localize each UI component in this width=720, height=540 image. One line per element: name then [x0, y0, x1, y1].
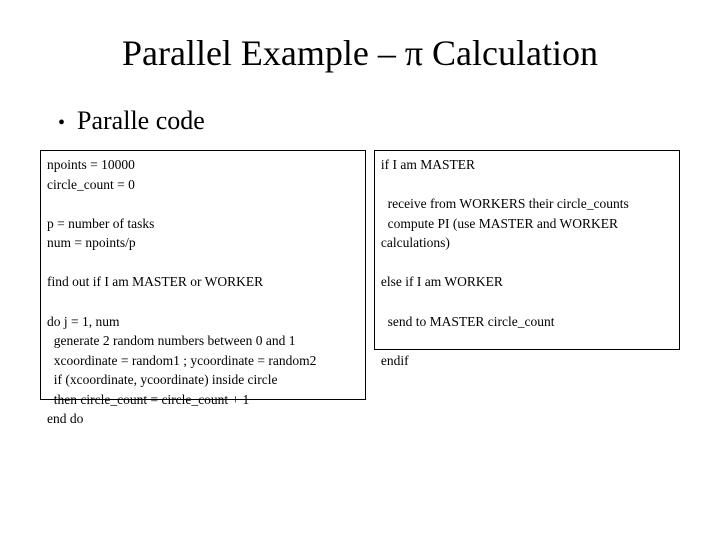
bullet-text: Paralle code [77, 106, 205, 136]
code-box-right: if I am MASTER receive from WORKERS thei… [374, 150, 680, 350]
slide-title: Parallel Example – π Calculation [40, 32, 680, 74]
slide: Parallel Example – π Calculation • Paral… [0, 0, 720, 540]
code-box-left: npoints = 10000 circle_count = 0 p = num… [40, 150, 366, 400]
bullet-item: • Paralle code [58, 106, 680, 136]
bullet-dot-icon: • [58, 112, 65, 135]
code-columns: npoints = 10000 circle_count = 0 p = num… [40, 150, 680, 400]
